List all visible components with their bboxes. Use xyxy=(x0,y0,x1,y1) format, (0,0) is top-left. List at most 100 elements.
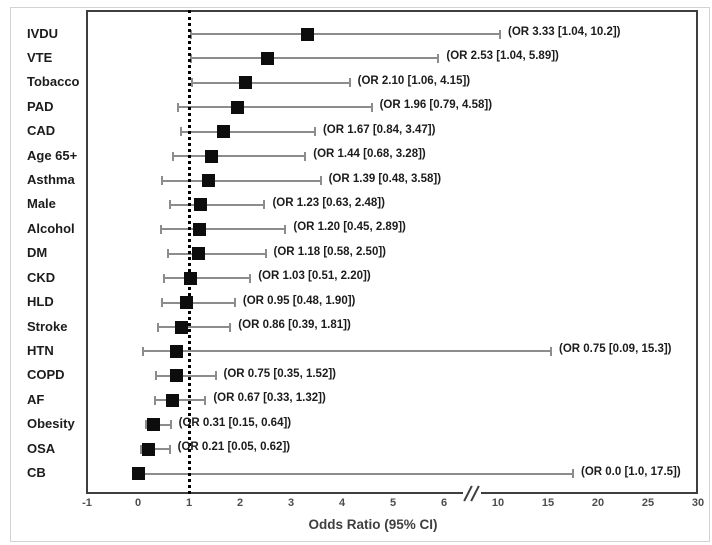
ci-line xyxy=(162,179,321,182)
row-label: CKD xyxy=(27,269,56,285)
or-marker xyxy=(169,344,183,358)
ci-line xyxy=(142,350,551,353)
row-label: VTE xyxy=(27,49,53,65)
ci-cap-lower xyxy=(159,224,162,234)
ci-cap-lower xyxy=(141,346,144,356)
ci-cap-upper xyxy=(284,224,287,234)
row-label: CB xyxy=(27,465,46,481)
ci-cap-lower xyxy=(153,395,156,405)
ci-cap-upper xyxy=(319,176,322,186)
ci-cap-upper xyxy=(204,395,207,405)
ci-line xyxy=(191,33,500,35)
ci-cap-lower xyxy=(166,249,169,259)
ci-cap-lower xyxy=(179,127,182,137)
or-marker xyxy=(260,51,274,65)
row-label: Stroke xyxy=(27,318,68,334)
or-marker xyxy=(165,393,179,407)
row-label: PAD xyxy=(27,98,54,114)
or-marker xyxy=(175,320,189,334)
row-label: COPD xyxy=(27,367,65,383)
or-marker xyxy=(131,467,145,481)
ci-line xyxy=(192,81,350,84)
or-marker xyxy=(301,27,315,41)
or-marker xyxy=(142,442,156,456)
row-label: Tobacco xyxy=(27,74,80,90)
row-label: DM xyxy=(27,245,48,261)
or-annotation: (OR 1.03 [0.51, 2.20]) xyxy=(258,270,371,283)
row-label: Asthma xyxy=(27,172,75,188)
x-axis-title: Odds Ratio (95% CI) xyxy=(308,517,438,532)
ci-cap-upper xyxy=(263,200,266,210)
x-tick-label: 0 xyxy=(134,497,142,509)
or-marker xyxy=(192,222,206,236)
ci-cap-upper xyxy=(229,322,232,332)
ci-line xyxy=(178,106,372,109)
ci-line xyxy=(191,57,439,60)
row-label: HLD xyxy=(27,294,54,310)
ci-cap-upper xyxy=(550,346,552,356)
ci-cap-lower xyxy=(191,78,194,88)
or-annotation: (OR 1.96 [0.79, 4.58]) xyxy=(379,99,493,112)
ci-line xyxy=(154,399,206,402)
or-annotation: (OR 1.20 [0.45, 2.89]) xyxy=(293,221,406,234)
ci-line xyxy=(138,472,573,475)
x-tick-label: 1 xyxy=(185,497,193,509)
or-annotation: (OR 0.21 [0.05, 0.62]) xyxy=(177,441,291,454)
or-annotation: (OR 0.31 [0.15, 0.64]) xyxy=(178,416,292,429)
row-label: Alcohol xyxy=(27,220,75,236)
ci-line xyxy=(162,301,235,304)
x-tick-label: 30 xyxy=(691,497,705,509)
or-annotation: (OR 3.33 [1.04, 10.2]) xyxy=(508,26,621,38)
x-tick-label: 2 xyxy=(236,497,244,509)
or-marker xyxy=(238,76,252,90)
or-marker xyxy=(202,174,216,188)
ci-cap-upper xyxy=(264,249,267,259)
ci-cap-upper xyxy=(370,102,373,112)
ci-line xyxy=(170,203,265,206)
ci-cap-upper xyxy=(249,273,252,283)
ci-line xyxy=(164,277,251,280)
reference-line-or1 xyxy=(187,10,191,494)
ci-cap-lower xyxy=(156,322,159,332)
or-marker xyxy=(194,198,208,212)
row-label: CAD xyxy=(27,123,56,139)
or-annotation: (OR 1.23 [0.63, 2.48]) xyxy=(272,196,385,209)
ci-cap-lower xyxy=(169,200,172,210)
or-annotation: (OR 0.95 [0.48, 1.90]) xyxy=(242,294,356,307)
ci-line xyxy=(160,228,286,231)
ci-cap-lower xyxy=(177,102,180,112)
or-marker xyxy=(169,369,183,383)
ci-cap-lower xyxy=(190,29,193,39)
ci-cap-lower xyxy=(144,420,147,430)
x-tick-label: 5 xyxy=(389,497,397,509)
ci-line xyxy=(172,155,306,158)
ci-line xyxy=(155,374,216,377)
ci-cap-upper xyxy=(348,78,351,88)
x-tick-label: 10 xyxy=(491,497,505,509)
x-tick-label: 15 xyxy=(541,497,555,509)
or-marker xyxy=(231,100,245,114)
ci-cap-upper xyxy=(313,127,316,137)
or-annotation: (OR 1.18 [0.58, 2.50]) xyxy=(273,245,387,258)
ci-line xyxy=(167,252,266,255)
ci-line xyxy=(157,326,231,329)
or-annotation: (OR 2.10 [1.06, 4.15]) xyxy=(357,74,471,87)
or-marker xyxy=(184,271,198,285)
ci-cap-lower xyxy=(139,444,142,454)
or-annotation: (OR 0.86 [0.39, 1.81]) xyxy=(238,319,351,332)
ci-cap-upper xyxy=(214,371,217,381)
ci-cap-upper xyxy=(437,53,440,63)
ci-cap-lower xyxy=(154,371,157,381)
or-annotation: (OR 2.53 [1.04, 5.89]) xyxy=(446,50,559,63)
row-label: Obesity xyxy=(27,416,75,432)
row-label: Male xyxy=(27,196,56,212)
ci-cap-upper xyxy=(233,298,236,308)
ci-line xyxy=(180,130,315,133)
or-marker xyxy=(204,149,218,163)
ci-cap-upper xyxy=(168,444,171,454)
ci-cap-lower xyxy=(161,298,164,308)
ci-cap-upper xyxy=(169,420,172,430)
ci-cap-upper xyxy=(572,469,574,479)
ci-cap-lower xyxy=(163,273,165,283)
